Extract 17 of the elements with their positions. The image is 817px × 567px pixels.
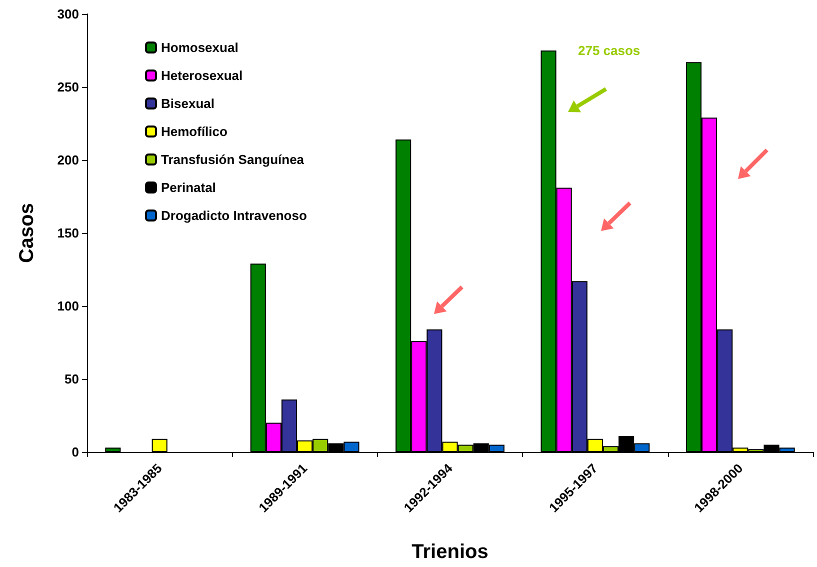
y-tick-label: 300 <box>57 6 79 22</box>
y-tick-label: 0 <box>72 444 79 460</box>
legend-label: Homosexual <box>161 40 238 55</box>
y-tick-label: 250 <box>57 80 79 94</box>
legend-label: Transfusión Sanguínea <box>161 152 305 167</box>
legend-label: Drogadicto Intravenoso <box>161 208 307 223</box>
y-tick-label: 100 <box>57 298 79 314</box>
legend-label: Heterosexual <box>161 68 243 83</box>
legend-label: Hemofílico <box>161 124 228 139</box>
y-axis-title: Casos <box>16 202 38 264</box>
y-tick-label: 150 <box>57 226 79 240</box>
legend-label: Perinatal <box>161 180 216 195</box>
y-tick-label: 200 <box>57 152 79 168</box>
y-tick-label: 50 <box>64 372 79 386</box>
annotation: 275 casos <box>578 43 640 58</box>
x-axis-title: Trienios <box>412 541 488 563</box>
legend-label: Bisexual <box>161 96 214 111</box>
